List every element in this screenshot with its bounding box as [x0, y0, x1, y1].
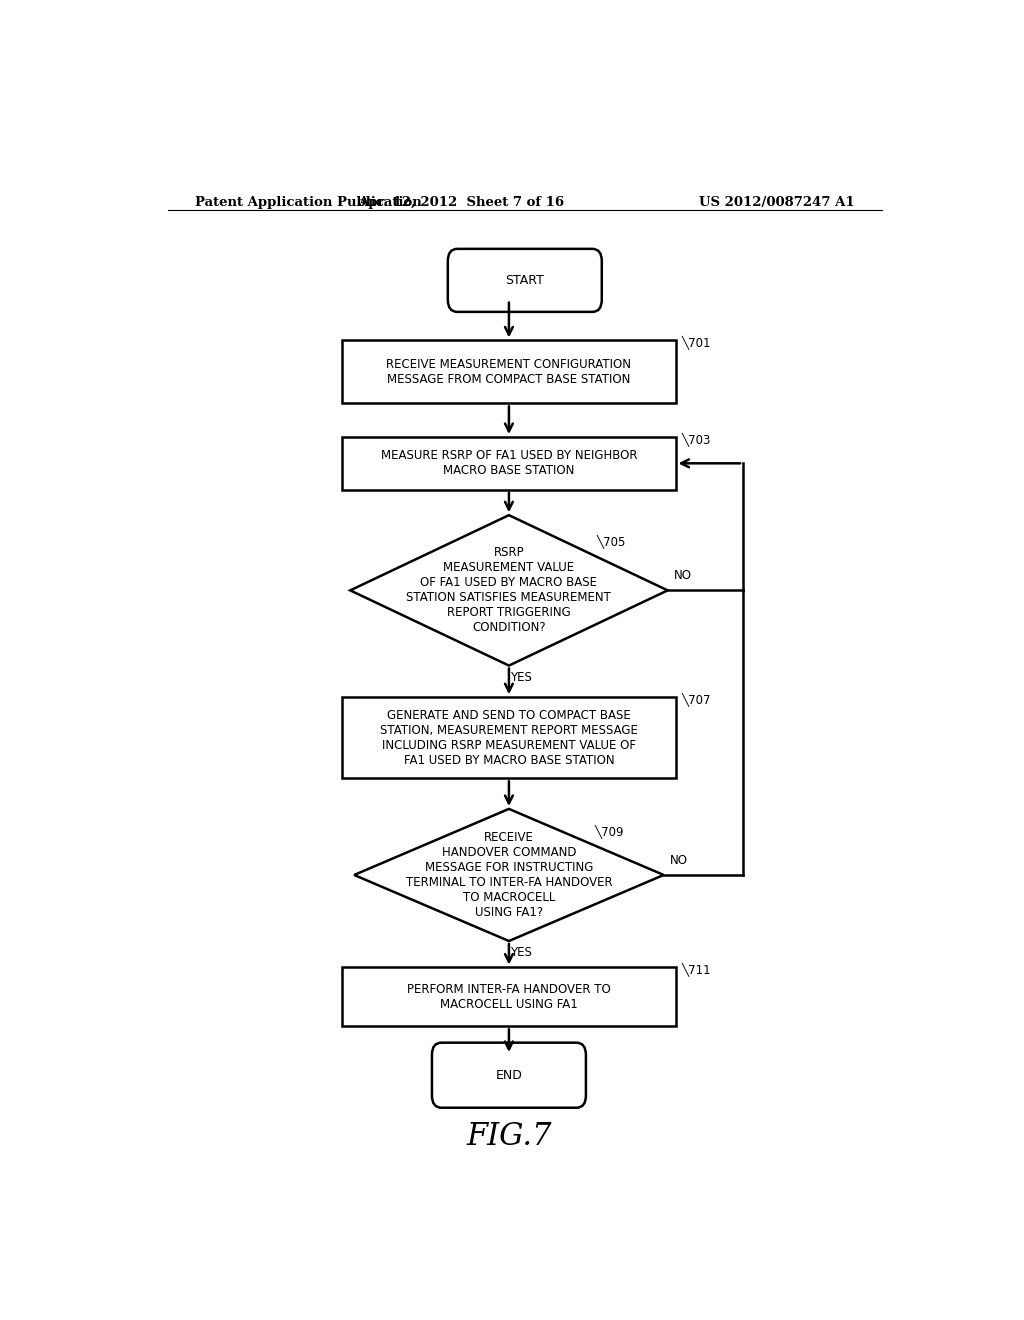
FancyBboxPatch shape [432, 1043, 586, 1107]
Text: RECEIVE MEASUREMENT CONFIGURATION
MESSAGE FROM COMPACT BASE STATION: RECEIVE MEASUREMENT CONFIGURATION MESSAG… [386, 358, 632, 385]
Bar [342, 341, 676, 404]
Text: Apr. 12, 2012  Sheet 7 of 16: Apr. 12, 2012 Sheet 7 of 16 [358, 195, 564, 209]
Bar [342, 437, 676, 490]
Text: END: END [496, 1069, 522, 1081]
Text: RSRP
MEASUREMENT VALUE
OF FA1 USED BY MACRO BASE
STATION SATISFIES MEASUREMENT
R: RSRP MEASUREMENT VALUE OF FA1 USED BY MA… [407, 546, 611, 635]
Text: Patent Application Publication: Patent Application Publication [196, 195, 422, 209]
Text: ╲701: ╲701 [682, 337, 712, 350]
Text: ╲703: ╲703 [682, 433, 712, 447]
Text: ╲709: ╲709 [594, 825, 624, 838]
Text: YES: YES [510, 946, 531, 960]
Bar [342, 697, 676, 779]
Text: US 2012/0087247 A1: US 2012/0087247 A1 [698, 195, 854, 209]
Text: ╲711: ╲711 [682, 964, 712, 977]
Text: NO: NO [670, 854, 688, 867]
Text: NO: NO [674, 569, 692, 582]
Text: ╲707: ╲707 [682, 693, 712, 708]
Bar [342, 968, 676, 1027]
Polygon shape [350, 515, 668, 665]
Text: PERFORM INTER-FA HANDOVER TO
MACROCELL USING FA1: PERFORM INTER-FA HANDOVER TO MACROCELL U… [408, 983, 610, 1011]
Text: START: START [506, 273, 544, 286]
FancyBboxPatch shape [447, 249, 602, 312]
Text: ╲705: ╲705 [596, 535, 626, 549]
Text: MEASURE RSRP OF FA1 USED BY NEIGHBOR
MACRO BASE STATION: MEASURE RSRP OF FA1 USED BY NEIGHBOR MAC… [381, 449, 637, 478]
Text: FIG.7: FIG.7 [466, 1121, 552, 1151]
Text: RECEIVE
HANDOVER COMMAND
MESSAGE FOR INSTRUCTING
TERMINAL TO INTER-FA HANDOVER
T: RECEIVE HANDOVER COMMAND MESSAGE FOR INS… [406, 832, 612, 919]
Text: YES: YES [510, 671, 531, 684]
Polygon shape [354, 809, 664, 941]
Text: GENERATE AND SEND TO COMPACT BASE
STATION, MEASUREMENT REPORT MESSAGE
INCLUDING : GENERATE AND SEND TO COMPACT BASE STATIO… [380, 709, 638, 767]
